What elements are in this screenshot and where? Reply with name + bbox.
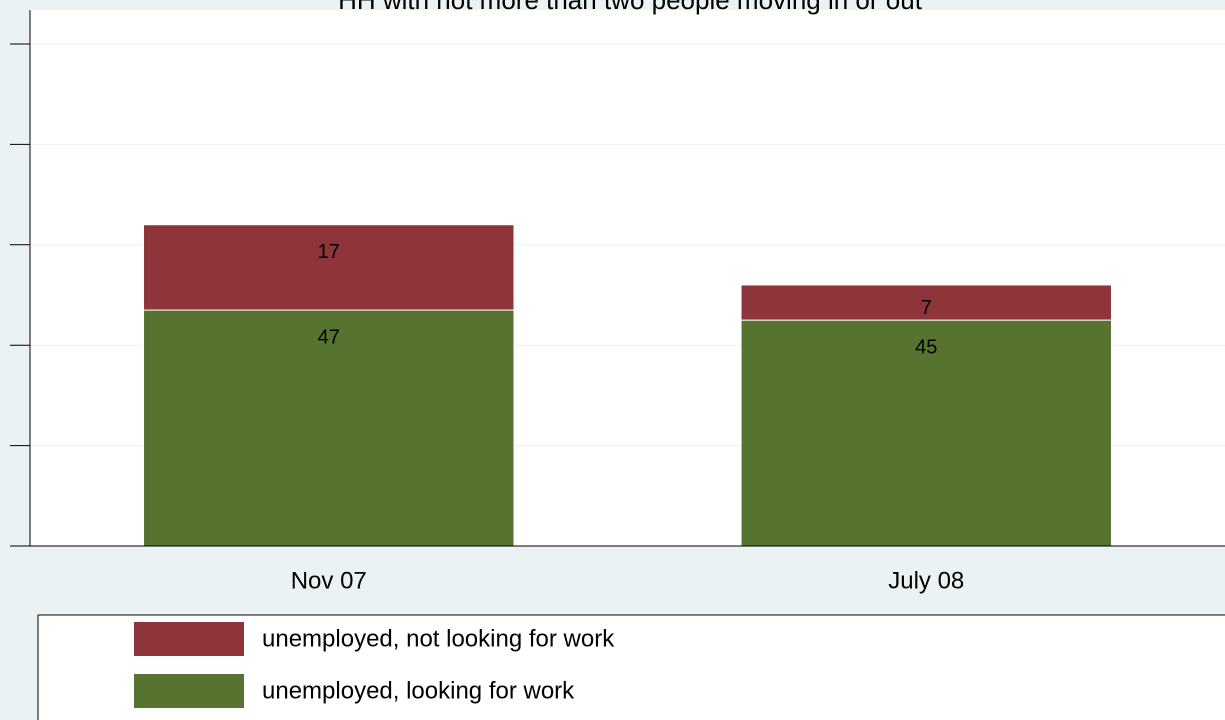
legend-label: unemployed, not looking for work: [262, 625, 615, 652]
x-tick-label: Nov 07: [291, 567, 367, 594]
legend-label: unemployed, looking for work: [262, 677, 575, 704]
bar-segment: [740, 319, 1112, 547]
bar-segment: [143, 309, 515, 547]
value-label: 47: [318, 326, 340, 348]
value-label: 7: [921, 297, 932, 319]
bar-segment: [143, 224, 515, 311]
legend-swatch: [134, 674, 244, 708]
legend-swatch: [134, 622, 244, 656]
value-label: 17: [318, 241, 340, 263]
chart-title: HH with not more than two people moving …: [338, 0, 923, 15]
x-tick-label: July 08: [888, 567, 964, 594]
bar-segment: [740, 284, 1112, 321]
value-label: 45: [915, 336, 937, 358]
